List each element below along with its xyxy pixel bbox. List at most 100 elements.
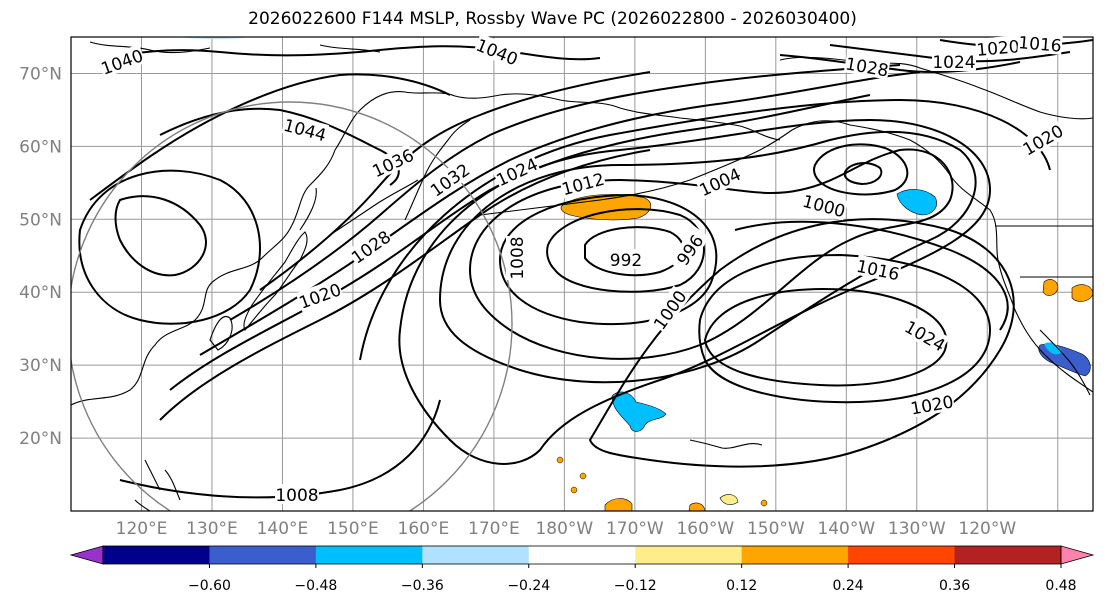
- contour-label-bg: [281, 113, 330, 145]
- contour-label: 1024: [932, 53, 975, 73]
- baja: [1039, 329, 1091, 396]
- contour-label-bg: [932, 51, 976, 71]
- contour-label: 992: [610, 251, 642, 271]
- colorbar: [69, 545, 1095, 565]
- colorbar-segment: [209, 546, 317, 564]
- contour-label-bg: [346, 225, 395, 267]
- contour-label-bg: [843, 52, 891, 80]
- contour-label-bg: [648, 285, 690, 334]
- latitude-label: 70°N: [19, 64, 62, 84]
- contour-label-bg: [558, 167, 607, 199]
- contour-asia-interior-1: [114, 195, 207, 277]
- positive-anomaly-dot-1: [556, 456, 564, 464]
- colorbar-tick-label: −0.12: [614, 578, 657, 594]
- longitude-label: 150°E: [327, 519, 379, 539]
- contour-label-bg: [473, 33, 522, 69]
- contour-label-bg: [854, 254, 902, 284]
- contour-low-alaska-inner: [843, 162, 883, 186]
- contour-1024-asia: [169, 94, 871, 391]
- contour-low-alaska: [813, 143, 909, 196]
- positive-anomaly-north-pacific: [560, 194, 652, 221]
- contour-label-bg: [1017, 31, 1063, 55]
- contour-label-bg: [908, 390, 956, 418]
- colorbar-tick-label: 0.36: [939, 578, 970, 594]
- colorbar-segment: [315, 546, 423, 564]
- colorbar-extend-high: [1060, 545, 1095, 565]
- range-circle: [71, 101, 513, 511]
- contour-label-bg: [368, 143, 417, 181]
- contour-1004: [468, 148, 954, 360]
- contour-1028-north: [779, 54, 1021, 73]
- contour-label-bg: [668, 225, 710, 274]
- asia-coastline: [71, 91, 781, 406]
- contour-asia-interior-2: [78, 169, 261, 325]
- longitude-label: 120°W: [958, 519, 1016, 539]
- colorbar-segment: [741, 546, 849, 564]
- positive-anomaly-tropics-3: [688, 502, 706, 511]
- longitude-label: 130°W: [888, 519, 946, 539]
- colorbar-segment: [848, 546, 956, 564]
- korea-japan: [209, 231, 308, 351]
- map-area: [71, 37, 1093, 511]
- colorbar-segment: [528, 546, 636, 564]
- contour-label-bg: [275, 484, 319, 504]
- contour-label: 1008: [508, 236, 528, 279]
- latitude-label: 20°N: [19, 429, 62, 449]
- latitude-label: 50°N: [19, 210, 62, 230]
- colorbar-segment: [635, 546, 743, 564]
- contour-1024-high: [703, 288, 948, 387]
- colorbar-extend-low: [69, 545, 104, 565]
- contour-label-bg: [800, 189, 849, 221]
- contour-label: 1008: [275, 486, 318, 506]
- kamchatka: [404, 119, 471, 221]
- longitude-label: 120°E: [116, 519, 168, 539]
- latitude-label: 60°N: [19, 137, 62, 157]
- colorbar-tick-label: −0.36: [401, 578, 444, 594]
- positive-anomaly-dot-3: [570, 486, 578, 494]
- contour-1012: [398, 118, 992, 465]
- positive-anomaly-dot-4: [760, 499, 768, 507]
- contour-label-bg: [492, 152, 541, 190]
- colorbar-tick-label: 0.12: [726, 578, 757, 594]
- longitude-label: 170°E: [468, 519, 520, 539]
- map-title: 2026022600 F144 MSLP, Rossby Wave PC (20…: [248, 9, 857, 29]
- contour-1040-west: [89, 73, 451, 201]
- contour-label-bg: [901, 315, 950, 355]
- longitude-label: 180°W: [535, 519, 593, 539]
- contour-label-bg: [695, 162, 744, 200]
- longitude-labels: 120°E 130°E 140°E 150°E 160°E 170°E 180°W 170°W…: [116, 519, 1017, 539]
- contour-label-bg: [604, 249, 648, 269]
- hawaii: [689, 439, 763, 449]
- longitude-label: 150°W: [747, 519, 805, 539]
- positive-anomaly-tropics-2: [719, 494, 739, 505]
- contour-1020-high: [698, 253, 992, 404]
- contour-label-bg: [97, 44, 146, 78]
- colorbar-tick-label: 0.48: [1045, 578, 1076, 594]
- contour-1008: [438, 130, 977, 384]
- contour-1008-south: [119, 399, 441, 499]
- negative-anomaly-hawaii: [611, 391, 667, 432]
- positive-anomaly-rockies: [1042, 279, 1059, 296]
- colorbar-tick-label: 0.24: [833, 578, 864, 594]
- map-gridlines: [71, 37, 1093, 511]
- contour-label-bg: [975, 35, 1021, 59]
- contour-1036: [259, 71, 651, 291]
- contour-1032: [229, 64, 901, 321]
- colorbar-tick-label: −0.24: [507, 578, 550, 594]
- longitude-label: 160°W: [676, 519, 734, 539]
- colorbar-frame: [102, 545, 1062, 565]
- contour-1016-high: [734, 220, 1009, 331]
- contour-label-bg: [425, 158, 474, 200]
- contour-1020-outer: [588, 218, 1015, 468]
- mslp-contours: [78, 39, 1093, 499]
- latitude-label: 40°N: [19, 283, 62, 303]
- anomaly-shading: [175, 37, 1093, 511]
- map-frame: [70, 36, 1094, 512]
- latitude-labels: 70°N 60°N 50°N 40°N 30°N 20°N: [19, 64, 62, 449]
- longitude-label: 130°E: [186, 519, 238, 539]
- longitude-label: 160°E: [398, 519, 450, 539]
- contour-label-bg: [506, 236, 526, 280]
- contour-label-bg: [295, 278, 344, 312]
- alaska: [791, 120, 1093, 393]
